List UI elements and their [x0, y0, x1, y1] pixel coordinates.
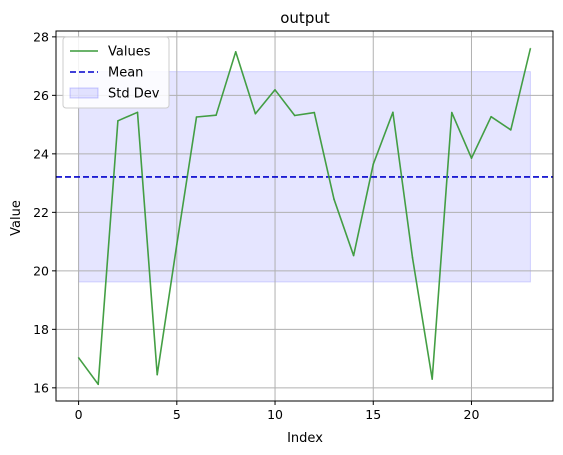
data-point [451, 112, 453, 114]
data-point [196, 116, 198, 118]
x-tick-label: 20 [464, 407, 480, 422]
data-point [156, 374, 158, 376]
data-point [333, 198, 335, 200]
legend: Values Mean Std Dev [63, 37, 169, 108]
y-tick-label: 28 [33, 29, 49, 44]
legend-label: Mean [108, 66, 143, 81]
legend-label: Values [108, 45, 151, 60]
x-tick-label: 15 [365, 407, 381, 422]
x-tick-label: 10 [267, 407, 283, 422]
x-axis-title: Index [287, 431, 323, 446]
data-point [215, 114, 217, 116]
data-point [314, 112, 316, 114]
data-point [490, 116, 492, 118]
legend-label: Std Dev [108, 87, 160, 102]
data-point [392, 112, 394, 114]
y-tick-label: 18 [33, 322, 49, 337]
y-tick-label: 20 [33, 263, 49, 278]
data-point [176, 244, 178, 246]
data-point [235, 51, 237, 53]
data-point [471, 157, 473, 159]
data-point [274, 89, 276, 91]
y-tick-label: 26 [33, 88, 49, 103]
data-point [353, 255, 355, 257]
data-point [78, 357, 80, 359]
data-point [97, 384, 99, 386]
data-point [530, 48, 532, 50]
chart-title: output [280, 9, 330, 27]
y-axis-title: Value [9, 200, 24, 236]
data-point [412, 257, 414, 259]
y-tick-label: 22 [33, 205, 49, 220]
data-point [255, 113, 257, 115]
data-point [137, 112, 139, 114]
data-point [294, 115, 296, 117]
y-tick-label: 24 [33, 146, 49, 161]
legend-swatch-std-dev [70, 88, 98, 98]
x-tick-label: 5 [173, 407, 181, 422]
y-tick-label: 16 [33, 380, 49, 395]
data-point [117, 120, 119, 122]
x-tick-label: 0 [75, 407, 83, 422]
data-point [431, 378, 433, 380]
data-point [510, 129, 512, 131]
data-point [372, 163, 374, 165]
